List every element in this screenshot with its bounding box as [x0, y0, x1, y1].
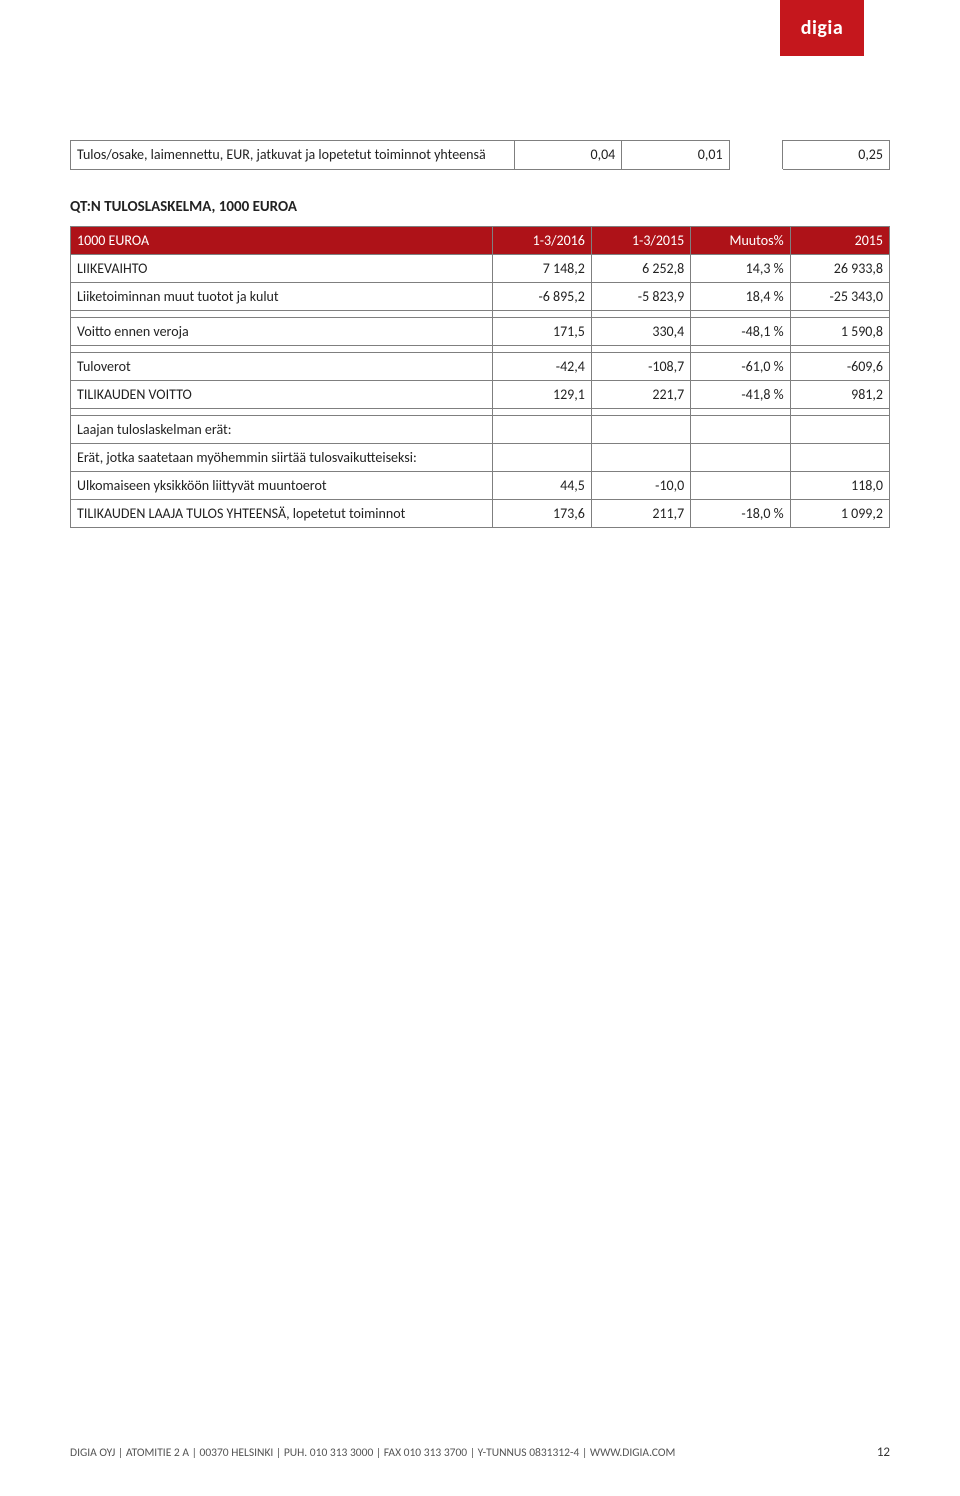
cell: 1 099,2	[790, 499, 889, 527]
brand-logo-text: digia	[801, 16, 843, 40]
table-row: TILIKAUDEN VOITTO 129,1 221,7 -41,8 % 98…	[71, 380, 890, 408]
spacer-row	[71, 345, 890, 352]
cell: 221,7	[591, 380, 690, 408]
table-row: Tuloverot -42,4 -108,7 -61,0 % -609,6	[71, 352, 890, 380]
cell-empty	[729, 141, 782, 170]
footer-text: DIGIA OYJ | ATOMITIE 2 A | 00370 HELSINK…	[70, 1446, 675, 1460]
cell: 0,01	[622, 141, 729, 170]
row-label: Tuloverot	[71, 352, 493, 380]
cell: 1 590,8	[790, 317, 889, 345]
table-income-statement: 1000 EUROA 1-3/2016 1-3/2015 Muutos% 201…	[70, 226, 890, 528]
cell-empty	[790, 443, 889, 471]
cell: -6 895,2	[492, 282, 591, 310]
cell: 18,4 %	[691, 282, 790, 310]
row-label: LIIKEVAIHTO	[71, 254, 493, 282]
cell-empty	[691, 415, 790, 443]
row-label: TILIKAUDEN LAAJA TULOS YHTEENSÄ, lopetet…	[71, 499, 493, 527]
col-header: 1-3/2016	[492, 226, 591, 254]
col-header: 2015	[790, 226, 889, 254]
row-label: Ulkomaiseen yksikköön liittyvät muuntoer…	[71, 471, 493, 499]
cell-empty	[691, 443, 790, 471]
cell: -108,7	[591, 352, 690, 380]
cell: 26 933,8	[790, 254, 889, 282]
cell: -609,6	[790, 352, 889, 380]
table-eps: Tulos/osake, laimennettu, EUR, jatkuvat …	[70, 140, 890, 170]
col-header: 1-3/2015	[591, 226, 690, 254]
section-heading: QT:N TULOSLASKELMA, 1000 EUROA	[70, 198, 890, 216]
cell: -41,8 %	[691, 380, 790, 408]
cell: -61,0 %	[691, 352, 790, 380]
page-number: 12	[877, 1445, 890, 1460]
cell: 129,1	[492, 380, 591, 408]
cell: -25 343,0	[790, 282, 889, 310]
row-label: TILIKAUDEN VOITTO	[71, 380, 493, 408]
cell: 0,25	[782, 141, 889, 170]
cell: -10,0	[591, 471, 690, 499]
cell: -48,1 %	[691, 317, 790, 345]
cell: 6 252,8	[591, 254, 690, 282]
cell-empty	[790, 415, 889, 443]
page-footer: DIGIA OYJ | ATOMITIE 2 A | 00370 HELSINK…	[70, 1445, 890, 1460]
col-header: Muutos%	[691, 226, 790, 254]
table-row: Ulkomaiseen yksikköön liittyvät muuntoer…	[71, 471, 890, 499]
row-label: Erät, jotka saatetaan myöhemmin siirtää …	[71, 443, 493, 471]
cell-empty	[492, 415, 591, 443]
cell-empty	[591, 443, 690, 471]
cell: -18,0 %	[691, 499, 790, 527]
spacer-row	[71, 408, 890, 415]
spacer-row	[71, 310, 890, 317]
table-row: Voitto ennen veroja 171,5 330,4 -48,1 % …	[71, 317, 890, 345]
table-row: TILIKAUDEN LAAJA TULOS YHTEENSÄ, lopetet…	[71, 499, 890, 527]
cell: 981,2	[790, 380, 889, 408]
cell: -5 823,9	[591, 282, 690, 310]
cell: 118,0	[790, 471, 889, 499]
cell: 171,5	[492, 317, 591, 345]
row-label: Voitto ennen veroja	[71, 317, 493, 345]
cell: 7 148,2	[492, 254, 591, 282]
cell-empty	[591, 415, 690, 443]
brand-logo: digia	[780, 0, 864, 56]
table-row: Erät, jotka saatetaan myöhemmin siirtää …	[71, 443, 890, 471]
cell: 14,3 %	[691, 254, 790, 282]
cell: -42,4	[492, 352, 591, 380]
cell: 44,5	[492, 471, 591, 499]
cell-empty	[492, 443, 591, 471]
cell: 173,6	[492, 499, 591, 527]
row-label: Tulos/osake, laimennettu, EUR, jatkuvat …	[71, 141, 515, 170]
cell: 211,7	[591, 499, 690, 527]
col-header: 1000 EUROA	[71, 226, 493, 254]
table-row: Tulos/osake, laimennettu, EUR, jatkuvat …	[71, 141, 890, 170]
row-label: Laajan tuloslaskelman erät:	[71, 415, 493, 443]
cell: 330,4	[591, 317, 690, 345]
row-label: Liiketoiminnan muut tuotot ja kulut	[71, 282, 493, 310]
cell: 0,04	[514, 141, 621, 170]
cell	[691, 471, 790, 499]
page-content: Tulos/osake, laimennettu, EUR, jatkuvat …	[0, 0, 960, 528]
table-header-row: 1000 EUROA 1-3/2016 1-3/2015 Muutos% 201…	[71, 226, 890, 254]
table-row: Laajan tuloslaskelman erät:	[71, 415, 890, 443]
table-row: Liiketoiminnan muut tuotot ja kulut -6 8…	[71, 282, 890, 310]
table-row: LIIKEVAIHTO 7 148,2 6 252,8 14,3 % 26 93…	[71, 254, 890, 282]
